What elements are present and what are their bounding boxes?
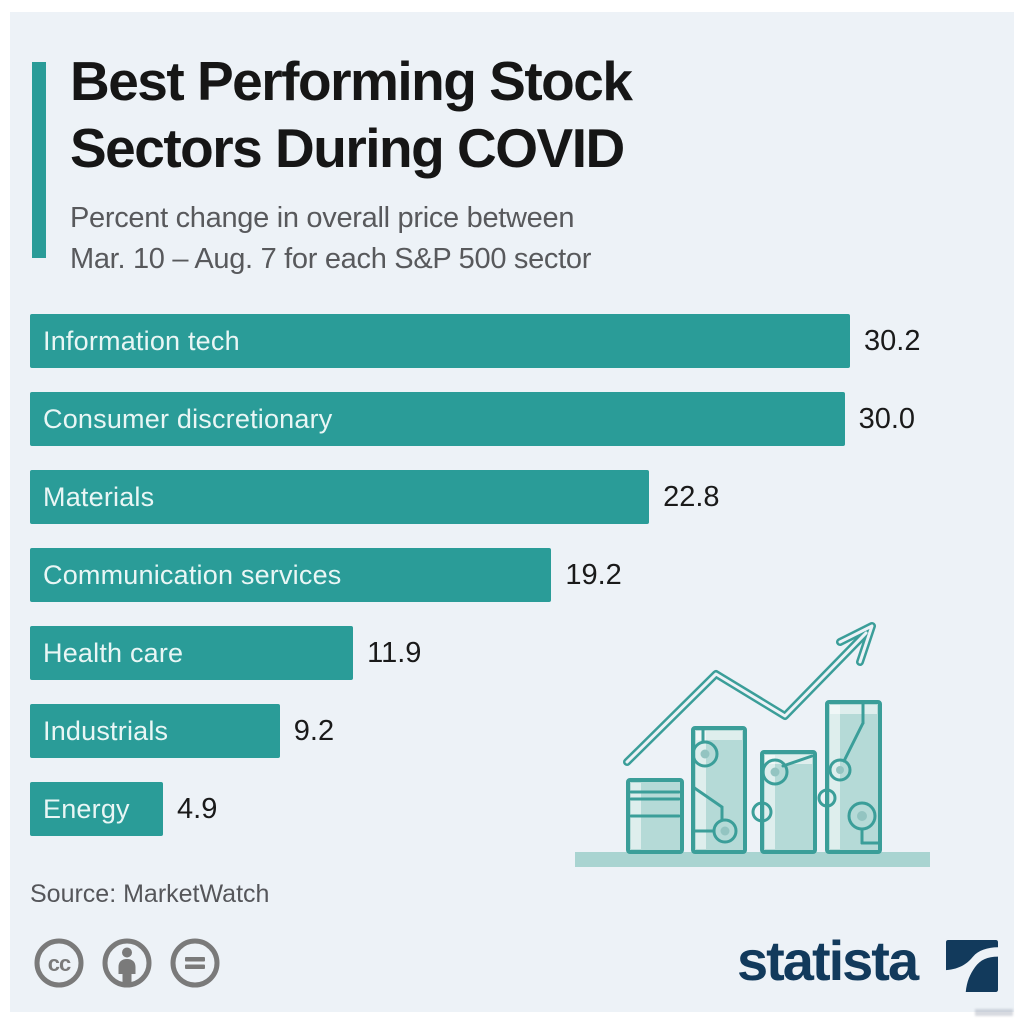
- growth-chart-illustration: [575, 622, 930, 867]
- page-title: Best Performing Stock Sectors During COV…: [70, 48, 790, 182]
- svg-text:cc: cc: [48, 951, 71, 976]
- title-line-1: Best Performing Stock: [70, 50, 633, 112]
- bar-value: 11.9: [367, 636, 422, 669]
- source-note: Source: MarketWatch: [30, 880, 270, 908]
- bar-row: Communication services 19.2: [30, 548, 1010, 602]
- bar-label: Industrials: [43, 715, 169, 746]
- corner-watermark: [975, 1009, 1013, 1016]
- bar: Energy: [30, 782, 164, 836]
- bar-label: Materials: [43, 481, 155, 512]
- statista-logo-icon: [946, 940, 998, 992]
- bar-value: 4.9: [177, 792, 218, 825]
- bar-chart: Information tech 30.2 Consumer discretiona…: [30, 314, 1010, 860]
- page-subtitle: Percent change in overall price between …: [70, 198, 790, 280]
- bar-label: Energy: [43, 793, 130, 824]
- bar: Communication services: [30, 548, 552, 602]
- bar-value: 30.0: [858, 402, 916, 435]
- bar-value: 19.2: [565, 558, 622, 591]
- statista-wordmark: statista: [737, 929, 919, 992]
- bar: Health care: [30, 626, 354, 680]
- bar-value: 9.2: [293, 714, 335, 747]
- bar-row: Energy 4.9: [30, 782, 1010, 836]
- subtitle-line-2: Mar. 10 – Aug. 7 for each S&P 500 sector: [70, 243, 592, 275]
- bar: Materials: [30, 470, 650, 524]
- bar-row: Consumer discretionary 30.0: [30, 392, 1010, 446]
- bar-label: Communication services: [43, 559, 342, 590]
- no-derivatives-icon: [170, 938, 220, 988]
- rising-arrow: [623, 622, 876, 766]
- illustration-ground: [575, 852, 930, 867]
- license-icons: cc: [32, 936, 222, 990]
- subtitle-line-1: Percent change in overall price between: [70, 202, 575, 234]
- cc-icon: cc: [34, 938, 84, 988]
- bar-label: Information tech: [43, 325, 240, 356]
- bar-value: 22.8: [663, 480, 720, 513]
- attribution-icon: [102, 938, 152, 988]
- bar: Consumer discretionary: [30, 392, 845, 446]
- bar-row: Materials 22.8: [30, 470, 1010, 524]
- bar-row: Industrials 9.2: [30, 704, 1010, 758]
- bar: Industrials: [30, 704, 280, 758]
- bar-value: 30.2: [864, 324, 921, 357]
- title-accent-bar: [32, 62, 46, 258]
- bar-row: Health care 11.9: [30, 626, 1010, 680]
- bar-label: Consumer discretionary: [43, 403, 333, 434]
- bar: Information tech: [30, 314, 850, 368]
- title-line-2: Sectors During COVID: [70, 117, 625, 179]
- bar-label: Health care: [43, 637, 184, 668]
- bar-row: Information tech 30.2: [30, 314, 1010, 368]
